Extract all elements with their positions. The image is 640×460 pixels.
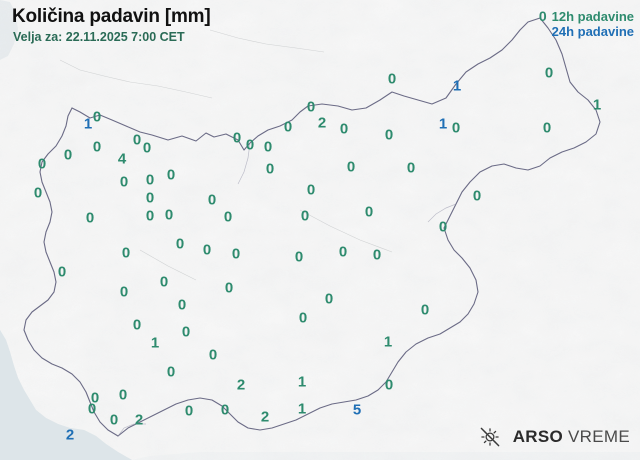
station-value: 0 xyxy=(181,323,191,341)
station-value: 0 xyxy=(224,279,234,297)
station-value: 0 xyxy=(232,129,242,147)
station-value: 0 xyxy=(306,181,316,199)
station-value: 0 xyxy=(177,296,187,314)
station-value: 0 xyxy=(263,138,273,156)
station-value: 0 xyxy=(166,166,176,184)
station-value: 0 xyxy=(57,263,67,281)
station-value: 1 xyxy=(150,334,160,352)
station-value: 0 xyxy=(145,171,155,189)
station-value: 0 xyxy=(384,376,394,394)
station-value: 0 xyxy=(132,131,142,149)
legend-row-24h: 24h padavine xyxy=(539,24,634,40)
station-value: 1 xyxy=(297,400,307,418)
station-value: 2 xyxy=(134,411,144,429)
station-value: 0 xyxy=(85,209,95,227)
station-value: 0 xyxy=(544,64,554,82)
station-value: 0 xyxy=(166,363,176,381)
station-value: 0 xyxy=(283,118,293,136)
station-value: 1 xyxy=(452,77,462,95)
station-value: 0 xyxy=(245,136,255,154)
station-value: 0 xyxy=(472,187,482,205)
station-value: 1 xyxy=(383,333,393,351)
legend-label-12h: 12h padavine xyxy=(551,9,634,24)
station-value: 0 xyxy=(63,146,73,164)
logo-product: VREME xyxy=(568,427,630,446)
station-value: 0 xyxy=(92,138,102,156)
station-value: 0 xyxy=(90,389,100,407)
station-value: 2 xyxy=(260,408,270,426)
station-value: 0 xyxy=(145,207,155,225)
station-value: 0 xyxy=(387,70,397,88)
legend-row-12h: 0 12h padavine xyxy=(539,8,634,24)
station-value: 0 xyxy=(265,160,275,178)
station-value: 0 xyxy=(121,244,131,262)
relief-lines xyxy=(59,29,393,281)
station-value: 0 xyxy=(202,241,212,259)
station-value: 0 xyxy=(223,208,233,226)
station-value: 0 xyxy=(338,243,348,261)
station-value: 1 xyxy=(438,115,448,133)
station-value: 0 xyxy=(542,119,552,137)
station-value: 0 xyxy=(119,283,129,301)
legend-sample-12h: 0 xyxy=(538,8,547,24)
station-value: 0 xyxy=(142,139,152,157)
station-value: 0 xyxy=(92,108,102,126)
station-value: 0 xyxy=(118,386,128,404)
station-value: 0 xyxy=(324,290,334,308)
station-value: 0 xyxy=(164,206,174,224)
station-value: 0 xyxy=(451,119,461,137)
station-value: 0 xyxy=(339,120,349,138)
station-value: 0 xyxy=(306,98,316,116)
legend: 0 12h padavine 24h padavine xyxy=(539,8,634,40)
station-value: 0 xyxy=(364,203,374,221)
page-title: Količina padavin [mm] xyxy=(12,6,211,27)
national-border xyxy=(23,17,601,437)
station-value: 0 xyxy=(119,173,129,191)
station-value: 2 xyxy=(317,114,327,132)
station-value: 0 xyxy=(420,301,430,319)
sun-slash-icon xyxy=(479,426,501,448)
station-value: 0 xyxy=(33,184,43,202)
station-value: 0 xyxy=(87,400,97,418)
station-value: 5 xyxy=(352,401,362,419)
legend-label-24h: 24h padavine xyxy=(551,24,634,39)
station-value: 0 xyxy=(159,273,169,291)
valid-time-label: Velja za: 22.11.2025 7:00 CET xyxy=(13,30,185,44)
station-value: 0 xyxy=(175,235,185,253)
logo-brand: ARSO xyxy=(512,427,564,446)
station-value: 1 xyxy=(83,115,93,133)
station-value: 0 xyxy=(132,316,142,334)
station-value: 0 xyxy=(145,189,155,207)
station-value: 1 xyxy=(297,373,307,391)
station-value: 0 xyxy=(406,159,416,177)
station-value: 0 xyxy=(207,191,217,209)
station-value: 0 xyxy=(37,155,47,173)
station-value: 0 xyxy=(184,402,194,420)
logo-text: ARSO VREME xyxy=(513,427,630,447)
station-value: 1 xyxy=(592,96,602,114)
station-value: 2 xyxy=(236,376,246,394)
station-value: 0 xyxy=(372,246,382,264)
station-value: 0 xyxy=(384,126,394,144)
station-value: 0 xyxy=(294,248,304,266)
station-value: 4 xyxy=(117,150,127,168)
station-value: 0 xyxy=(346,158,356,176)
station-value: 0 xyxy=(231,245,241,263)
station-value: 0 xyxy=(109,411,119,429)
station-value: 0 xyxy=(300,207,310,225)
regional-boundaries xyxy=(117,142,457,437)
station-value: 2 xyxy=(65,426,75,444)
arso-logo: ARSO VREME xyxy=(479,426,630,448)
station-value: 0 xyxy=(438,218,448,236)
station-value: 0 xyxy=(208,346,218,364)
station-value: 0 xyxy=(220,401,230,419)
station-value: 0 xyxy=(298,309,308,327)
